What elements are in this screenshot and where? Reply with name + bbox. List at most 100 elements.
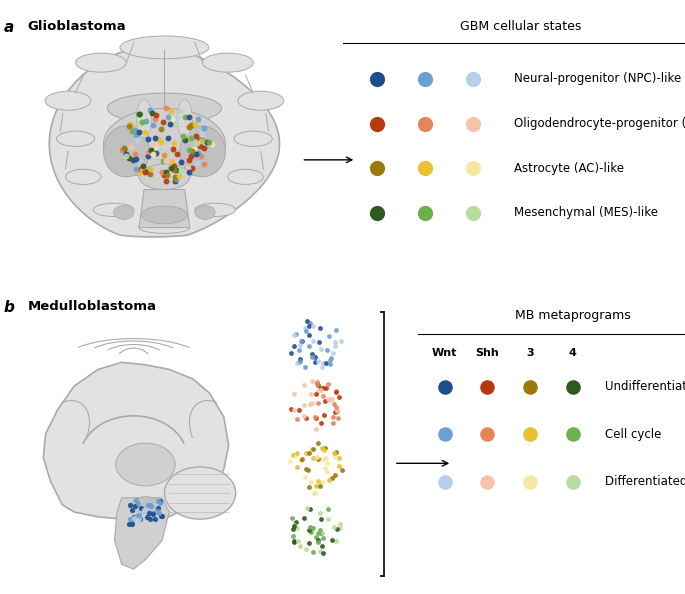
Point: [192, 114, 203, 124]
Point: [332, 406, 343, 415]
Point: [164, 119, 175, 129]
Point: [314, 525, 325, 535]
Point: [131, 154, 142, 164]
Point: [166, 107, 177, 116]
Point: [126, 519, 137, 529]
Point: [310, 357, 321, 366]
Point: [331, 326, 342, 335]
Point: [184, 146, 195, 155]
Ellipse shape: [75, 53, 126, 72]
Point: [419, 119, 430, 128]
Point: [298, 400, 309, 409]
Point: [159, 150, 170, 160]
Point: [303, 321, 314, 330]
Point: [201, 137, 212, 147]
Point: [144, 169, 155, 179]
Point: [157, 168, 168, 177]
Text: Medulloblastoma: Medulloblastoma: [27, 300, 156, 313]
Point: [289, 341, 300, 350]
Point: [307, 377, 318, 386]
Point: [124, 519, 135, 529]
Point: [323, 475, 334, 485]
Point: [290, 330, 301, 339]
Point: [419, 163, 430, 173]
Point: [301, 448, 312, 458]
Point: [186, 147, 197, 156]
Point: [136, 504, 147, 513]
Point: [315, 419, 326, 428]
Point: [150, 114, 161, 124]
Point: [328, 522, 339, 532]
Point: [297, 454, 308, 464]
Point: [138, 505, 149, 515]
Point: [132, 497, 143, 506]
Point: [134, 109, 145, 119]
Ellipse shape: [45, 91, 91, 110]
Point: [312, 377, 323, 387]
Point: [303, 526, 314, 535]
Point: [183, 113, 194, 122]
Text: GBM cellular states: GBM cellular states: [460, 20, 582, 33]
Point: [153, 508, 164, 518]
Point: [286, 513, 297, 522]
Point: [306, 353, 317, 362]
Point: [324, 355, 335, 365]
Point: [147, 508, 158, 517]
Point: [186, 134, 197, 143]
Point: [288, 451, 299, 460]
Point: [316, 528, 327, 538]
Point: [207, 139, 218, 148]
Point: [316, 514, 327, 524]
Point: [135, 117, 146, 127]
Point: [327, 473, 338, 483]
Point: [304, 522, 315, 532]
Point: [332, 406, 342, 415]
Point: [292, 415, 303, 424]
Point: [126, 120, 137, 129]
Point: [316, 443, 327, 453]
Ellipse shape: [139, 164, 190, 189]
Point: [316, 454, 327, 463]
Point: [308, 453, 319, 463]
Point: [294, 356, 305, 366]
Point: [318, 358, 329, 368]
Point: [299, 472, 310, 482]
Point: [125, 514, 136, 524]
Ellipse shape: [228, 169, 263, 185]
Text: Undifferentiated progenitor-like: Undifferentiated progenitor-like: [605, 380, 685, 393]
Point: [169, 176, 180, 185]
Point: [142, 512, 153, 522]
Point: [160, 156, 171, 166]
Point: [467, 163, 478, 173]
Point: [317, 454, 328, 464]
Point: [311, 532, 322, 542]
Point: [323, 331, 334, 341]
Point: [301, 326, 312, 336]
Point: [334, 392, 345, 402]
Point: [310, 353, 321, 362]
Point: [175, 165, 186, 175]
Point: [149, 141, 160, 150]
Point: [140, 127, 151, 137]
Point: [162, 112, 173, 122]
Point: [336, 466, 347, 475]
Point: [131, 495, 142, 505]
Point: [525, 477, 536, 486]
Ellipse shape: [93, 203, 134, 216]
Text: 4: 4: [569, 348, 577, 358]
Point: [321, 459, 332, 468]
Point: [150, 148, 161, 158]
Point: [175, 106, 186, 116]
Point: [299, 411, 310, 421]
Text: Mesenchymal (MES)-like: Mesenchymal (MES)-like: [514, 206, 658, 219]
Point: [180, 135, 191, 145]
Point: [525, 429, 536, 439]
Point: [304, 400, 315, 409]
Point: [179, 112, 190, 121]
Point: [118, 145, 129, 154]
Point: [289, 406, 300, 415]
Point: [171, 118, 182, 128]
Point: [292, 448, 303, 458]
Point: [312, 535, 323, 545]
Point: [312, 356, 323, 366]
